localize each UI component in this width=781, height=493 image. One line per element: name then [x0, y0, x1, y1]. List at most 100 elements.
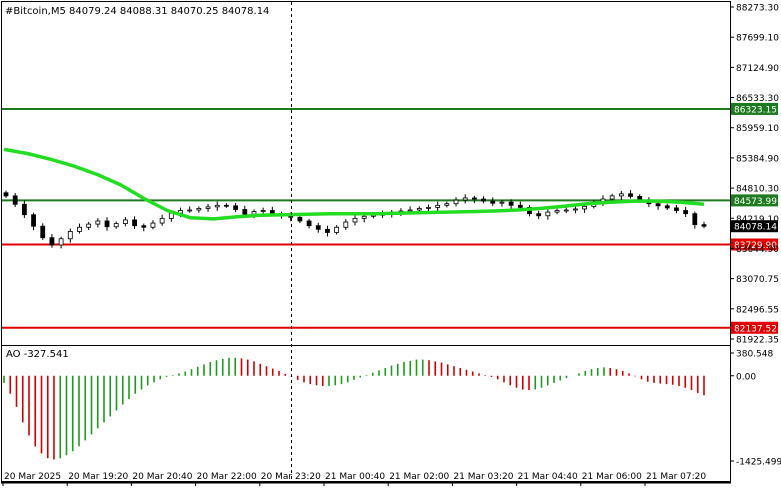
- price-tick-label: 83070.75: [736, 275, 779, 285]
- candle-body: [444, 203, 450, 206]
- price-tick-label: 88273.30: [736, 4, 779, 14]
- candle-body: [536, 213, 542, 217]
- candle-body: [306, 220, 312, 227]
- candle-body: [664, 205, 670, 209]
- time-tick-label: 21 Mar 03:20: [453, 472, 513, 482]
- candle-body: [150, 222, 156, 228]
- candle-body: [260, 210, 266, 212]
- price-tick-label: 86533.30: [736, 94, 779, 104]
- candle-body: [141, 225, 147, 228]
- time-tick-label: 20 Mar 2025: [4, 472, 61, 482]
- candle-body: [224, 204, 229, 207]
- candle-body: [251, 211, 257, 215]
- ao-tick-label: 0.00: [736, 372, 756, 382]
- candle-body: [481, 198, 486, 202]
- candle-body: [435, 204, 441, 208]
- candle-body: [609, 195, 615, 200]
- candle-body: [325, 228, 330, 233]
- candle-body: [242, 209, 248, 215]
- candle-body: [122, 219, 128, 224]
- time-tick-label: 21 Mar 04:40: [518, 472, 578, 482]
- candle-body: [361, 215, 367, 219]
- price-tick-label: 85959.10: [736, 124, 779, 134]
- candle-body: [315, 225, 321, 230]
- candle-body: [31, 214, 36, 227]
- time-tick-label: 20 Mar 20:40: [132, 472, 192, 482]
- candle-body: [545, 211, 551, 217]
- candle-body: [416, 208, 422, 211]
- candle-body: [407, 209, 413, 212]
- candle-body: [214, 204, 220, 208]
- ao-label: AO -327.541: [6, 349, 69, 360]
- candle-body: [517, 204, 523, 208]
- ao-tick-label: -1425.499: [736, 458, 781, 468]
- level-label-2: 83729.90: [734, 241, 777, 251]
- candle-body: [159, 217, 165, 224]
- candle-body: [343, 221, 349, 228]
- candle-body: [196, 208, 202, 211]
- price-tick-label: 85384.90: [736, 154, 779, 164]
- time-tick-label: 20 Mar 19:20: [68, 472, 128, 482]
- candle-body: [104, 220, 110, 228]
- time-tick-label: 20 Mar 23:20: [261, 472, 321, 482]
- candle-body: [563, 209, 569, 212]
- candle-body: [205, 206, 211, 209]
- price-tick-label: 87124.90: [736, 64, 779, 74]
- time-tick-label: 21 Mar 02:00: [389, 472, 449, 482]
- candle-body: [692, 213, 698, 226]
- current-price-label: 84078.14: [734, 223, 777, 233]
- candle-body: [701, 224, 707, 227]
- candle-body: [113, 223, 119, 228]
- candle-body: [618, 193, 624, 197]
- candle-body: [352, 217, 358, 223]
- level-label-1: 84573.99: [734, 197, 777, 207]
- candle-body: [471, 197, 477, 200]
- level-label-3: 82137.52: [734, 324, 777, 334]
- candle-body: [628, 193, 633, 197]
- candle-body: [12, 195, 18, 205]
- candle-body: [49, 237, 55, 246]
- symbol-title: #Bitcoin,M5 84079.24 84088.31 84070.25 8…: [5, 6, 269, 17]
- candle-body: [21, 203, 27, 216]
- candle-body: [508, 201, 514, 206]
- candle-body: [582, 205, 588, 210]
- candle-body: [573, 208, 578, 211]
- candle-body: [58, 238, 64, 246]
- ao-tick-label: 380.548: [736, 350, 773, 360]
- candle-body: [683, 210, 689, 215]
- price-tick-label: 84810.30: [736, 185, 779, 195]
- price-tick-label: 82496.55: [736, 305, 779, 315]
- current-price-tag: [731, 220, 778, 233]
- candle-body: [297, 216, 303, 222]
- candle-body: [132, 219, 137, 227]
- level-tag-3: [731, 321, 778, 334]
- level-tag-0: [731, 102, 778, 115]
- candle-body: [187, 209, 193, 212]
- candle-body: [655, 203, 661, 207]
- price-tick-label: 83644.90: [736, 245, 779, 255]
- price-tick-label: 87699.10: [736, 34, 779, 44]
- candle-body: [67, 231, 73, 240]
- moving-average-line: [3, 147, 705, 221]
- time-tick-label: 21 Mar 00:40: [325, 472, 385, 482]
- price-tick-label: 84219.10: [736, 215, 779, 225]
- level-label-0: 86323.15: [734, 105, 777, 115]
- candle-body: [86, 223, 92, 228]
- candle-body: [40, 225, 46, 239]
- time-tick-label: 20 Mar 22:00: [197, 472, 257, 482]
- candle-body: [674, 207, 679, 211]
- time-tick-label: 21 Mar 06:00: [582, 472, 642, 482]
- candle-body: [453, 199, 459, 205]
- candle-body: [554, 210, 560, 213]
- candle-body: [490, 200, 496, 204]
- level-tag-2: [731, 238, 778, 251]
- candle-body: [462, 197, 468, 201]
- candle-body: [77, 226, 82, 232]
- time-tick-label: 21 Mar 07:20: [646, 472, 706, 482]
- candle-body: [426, 206, 431, 209]
- candle-body: [3, 192, 9, 197]
- candle-body: [95, 220, 101, 225]
- level-tag-1: [731, 194, 778, 207]
